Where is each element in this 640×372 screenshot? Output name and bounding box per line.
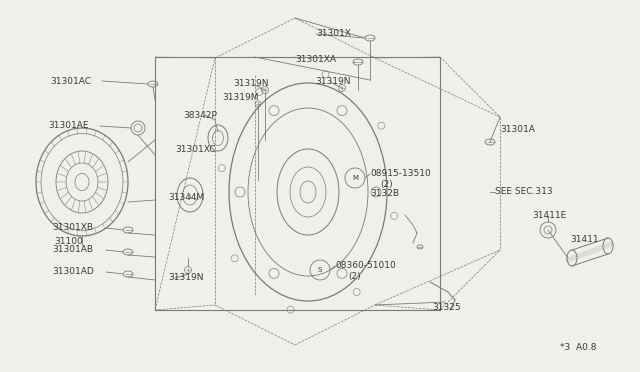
Text: 08360-51010: 08360-51010 [335, 262, 396, 270]
Text: 31325: 31325 [432, 304, 461, 312]
Text: SEE SEC.313: SEE SEC.313 [495, 187, 552, 196]
Text: 31301AC: 31301AC [50, 77, 91, 86]
Text: 31301XB: 31301XB [52, 224, 93, 232]
Text: 31301A: 31301A [500, 125, 535, 135]
Text: 31301XC: 31301XC [175, 145, 216, 154]
Text: 31301X: 31301X [316, 29, 351, 38]
Text: *3  A0.8: *3 A0.8 [560, 343, 596, 353]
Text: 31301AE: 31301AE [48, 122, 88, 131]
Text: 31319N: 31319N [168, 273, 204, 282]
Bar [155, 57, 440, 310]
Text: 31100: 31100 [54, 237, 83, 247]
Text: 31301XA: 31301XA [295, 55, 336, 64]
Text: 31319M: 31319M [222, 93, 259, 103]
Text: M: M [352, 175, 358, 181]
Text: S: S [318, 267, 322, 273]
Text: (2): (2) [380, 180, 392, 189]
Text: 31301AB: 31301AB [52, 246, 93, 254]
Text: 31344M: 31344M [168, 193, 204, 202]
Text: 08915-13510: 08915-13510 [370, 170, 431, 179]
Text: 31411: 31411 [570, 235, 598, 244]
Text: 31319N: 31319N [315, 77, 351, 87]
Text: 31319N: 31319N [233, 80, 269, 89]
Text: 38342P: 38342P [183, 110, 217, 119]
Text: 31301AD: 31301AD [52, 267, 93, 276]
Text: 3132B: 3132B [370, 189, 399, 199]
Text: (2): (2) [348, 272, 360, 280]
Text: 31411E: 31411E [532, 212, 566, 221]
